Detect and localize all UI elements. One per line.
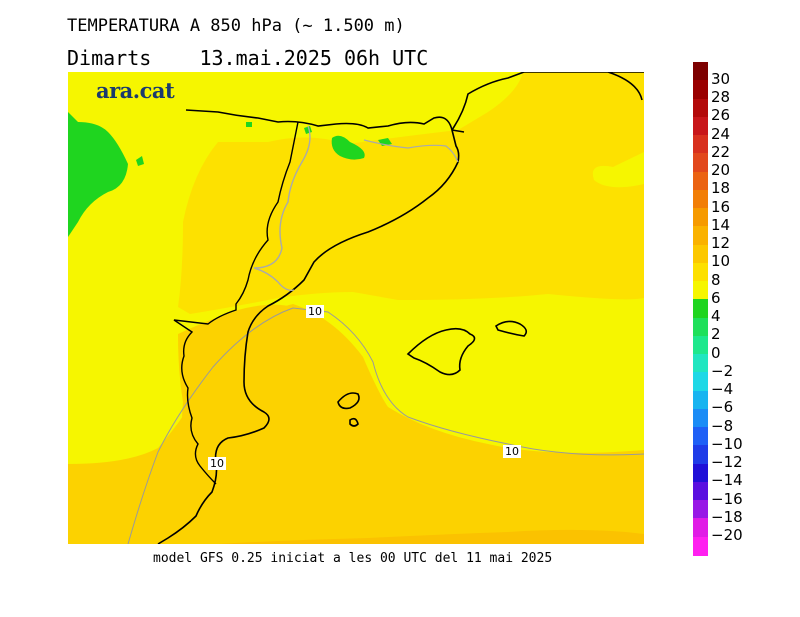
ibiza-coast [337,392,360,410]
color-scale-swatch [693,518,708,538]
color-scale-swatch [693,98,708,118]
isotherm-label: 10 [503,445,521,458]
color-scale-label: 30 [711,69,731,88]
color-scale-swatch [693,500,708,520]
mallorca-coast [406,327,476,376]
color-scale-label: −4 [711,380,734,399]
color-scale-swatch [693,62,708,81]
color-scale-swatch [693,116,708,136]
color-scale-label: −14 [711,471,743,490]
color-scale-label: −12 [711,453,743,472]
color-scale-label: 20 [711,161,731,180]
color-scale-swatch [693,427,708,447]
map-title: TEMPERATURA A 850 hPa (~ 1.500 m) [67,16,405,36]
green-patch-pyrenees-1 [331,135,365,160]
color-scale-label: 22 [711,142,731,161]
color-scale-label: 12 [711,234,731,253]
menorca-coast [494,320,528,337]
coastline-france [524,72,644,101]
border-catalonia-grey [253,125,311,292]
color-scale-label: 6 [711,288,721,307]
temperature-map [68,72,644,544]
color-scale-label: 2 [711,325,721,344]
color-scale-label: 0 [711,343,721,362]
color-scale-swatch [693,262,708,282]
color-scale-label: 10 [711,252,731,271]
color-scale-swatch [693,536,708,556]
map-subtitle: Dimarts 13.mai.2025 06h UTC [67,46,428,70]
color-scale-swatch [693,317,708,337]
orange-field [68,304,644,544]
isotherm-label: 10 [208,457,226,470]
border-france [451,72,525,133]
color-scale-swatch [693,135,708,155]
color-scale-swatch [693,226,708,246]
color-scale-swatch [693,171,708,191]
color-scale-swatch [693,354,708,374]
color-scale-label: 24 [711,124,731,143]
color-scale-swatch [693,372,708,392]
color-scale-swatch [693,481,708,501]
color-scale-swatch [693,299,708,319]
color-scale-label: 8 [711,270,721,289]
isotherm-label: 10 [306,305,324,318]
ara-cat-logo[interactable]: ara.cat [96,78,175,103]
color-scale-swatch [693,463,708,483]
color-scale-label: −6 [711,398,734,417]
isotherm-line [127,307,644,544]
color-scale-swatch [693,80,708,100]
color-scale-label: 4 [711,307,721,326]
color-scale-label: −18 [711,507,743,526]
color-scale-swatch [693,208,708,228]
deep-orange-field [218,529,644,544]
color-scale-label: 18 [711,179,731,198]
green-patch-northwest [68,112,128,237]
model-footer: model GFS 0.25 iniciat a les 00 UTC del … [153,551,553,566]
color-scale-label: −16 [711,489,743,508]
formentera-coast [349,417,359,427]
color-scale-swatch [693,281,708,301]
forecast-datetime: 13.mai.2025 06h UTC [199,46,429,70]
color-scale-swatch [693,244,708,264]
color-scale-label: 14 [711,215,731,234]
green-patch-pyrenees-3 [246,122,252,127]
color-scale-swatch [693,445,708,465]
color-scale-swatch [693,189,708,209]
color-scale-label: 16 [711,197,731,216]
color-scale-label: −10 [711,434,743,453]
color-scale-swatch [693,390,708,410]
border-andorra-grey [363,139,459,163]
color-scale-swatch [693,408,708,428]
color-scale-bar [693,62,708,556]
color-scale-label: 28 [711,88,731,107]
color-scale-swatch [693,335,708,355]
light-orange-field [178,72,644,314]
color-scale-label: −20 [711,526,743,545]
orange-field-west [178,304,288,460]
map-canvas [68,72,644,544]
forecast-day: Dimarts [67,46,152,70]
green-patch-small [136,156,144,166]
border-aragon [173,121,299,485]
color-scale-label: −2 [711,361,734,380]
color-scale-label: −8 [711,416,734,435]
color-scale-swatch [693,153,708,173]
color-scale-label: 26 [711,106,731,125]
